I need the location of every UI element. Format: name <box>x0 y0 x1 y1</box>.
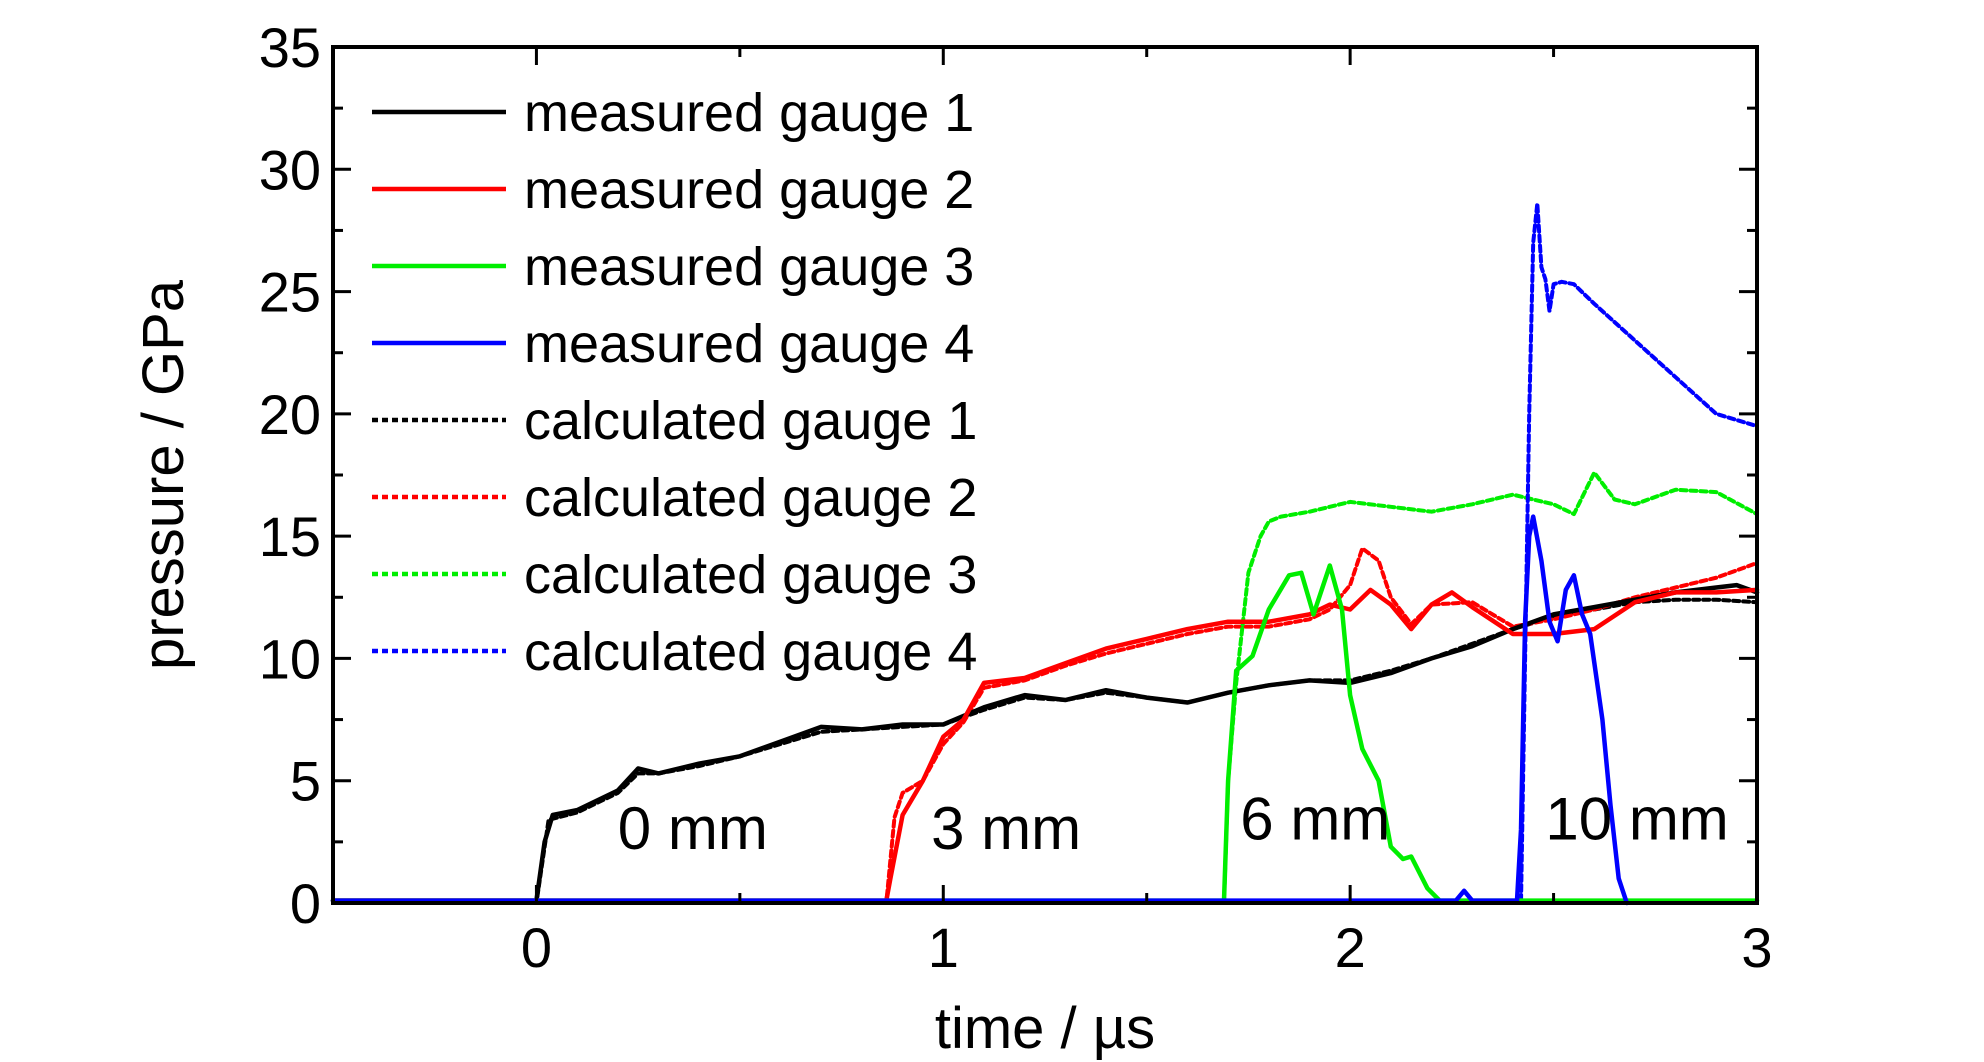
y-axis-title: pressure / GPa <box>131 279 196 670</box>
legend: measured gauge 1 measured gauge 2 measured… <box>372 83 977 682</box>
series-line-calculated-gauge-2 <box>331 546 1759 905</box>
y-tick-label: 35 <box>259 16 321 79</box>
series-line-measured-gauge-3 <box>330 563 1760 903</box>
legend-label: calculated gauge 4 <box>524 622 977 682</box>
legend-label: calculated gauge 3 <box>524 545 977 605</box>
y-tick-label: 20 <box>259 383 321 446</box>
series-line-calculated-gauge-4 <box>331 201 1759 905</box>
series-layer <box>330 201 1760 906</box>
annotation-label: 0 mm <box>618 795 768 862</box>
y-tick-label: 5 <box>290 750 321 813</box>
legend-label: measured gauge 4 <box>524 314 974 374</box>
y-tick-label: 0 <box>290 872 321 935</box>
legend-label: calculated gauge 2 <box>524 468 977 528</box>
y-tick-label: 15 <box>259 505 321 568</box>
x-tick-label: 1 <box>928 916 959 979</box>
legend-label: measured gauge 2 <box>524 160 974 220</box>
annotation-label: 10 mm <box>1545 785 1728 852</box>
x-axis-title: time / µs <box>935 996 1155 1061</box>
series-line-calculated-gauge-3 <box>331 470 1759 905</box>
annotation-layer: 0 mm 3 mm 6 mm 10 mm <box>618 785 1729 862</box>
axes-layer: 0 5 10 15 20 25 30 35 0 1 2 3 <box>259 16 1773 979</box>
y-tick-label: 25 <box>259 261 321 324</box>
x-tick-label: 3 <box>1741 916 1772 979</box>
y-tick-label: 10 <box>259 627 321 690</box>
annotation-label: 3 mm <box>931 795 1081 862</box>
legend-label: measured gauge 3 <box>524 237 974 297</box>
annotation-label: 6 mm <box>1240 785 1390 852</box>
x-tick-label: 0 <box>521 916 552 979</box>
series-line-measured-gauge-4 <box>330 514 1630 906</box>
legend-label: measured gauge 1 <box>524 83 974 143</box>
x-tick-label: 2 <box>1335 916 1366 979</box>
legend-label: calculated gauge 1 <box>524 391 977 451</box>
y-tick-label: 30 <box>259 138 321 201</box>
